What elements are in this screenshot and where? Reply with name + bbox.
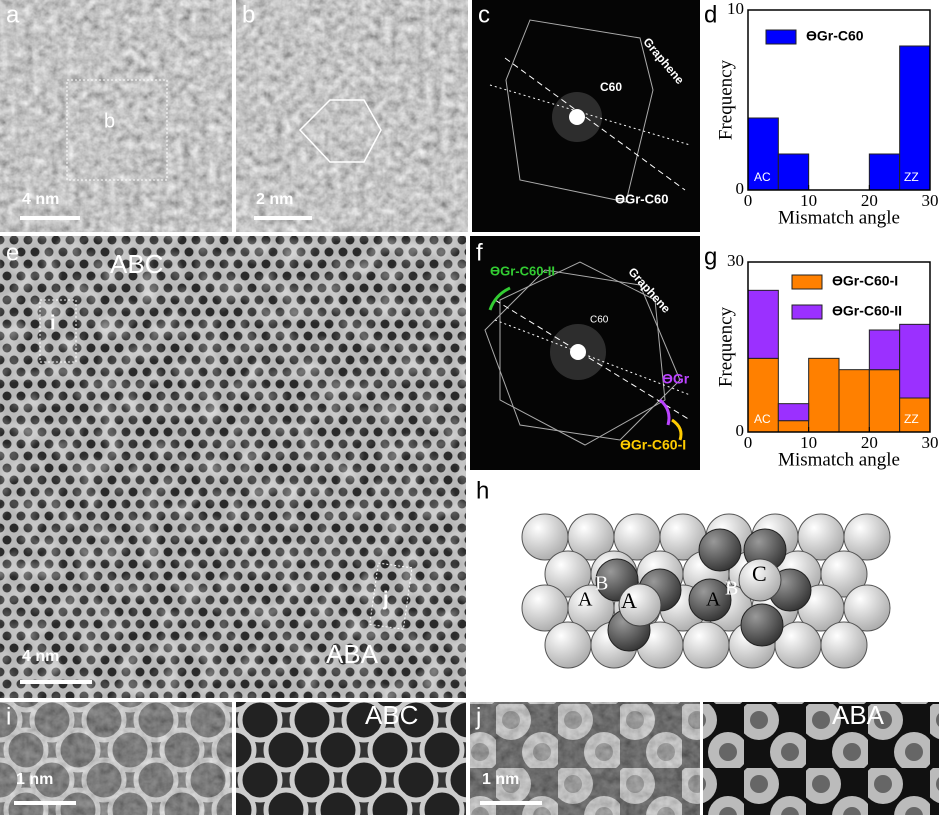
scale-label: 4 nm <box>22 191 59 208</box>
annotation: AC <box>754 412 771 426</box>
image-label: b <box>104 110 115 132</box>
panel-label: c <box>478 1 490 28</box>
panel-label: f <box>476 239 483 266</box>
image-label: ABA <box>832 700 885 730</box>
sphere <box>683 622 729 668</box>
sphere-dark <box>699 529 741 571</box>
bar <box>869 154 899 190</box>
site-label: B <box>595 573 608 595</box>
sphere <box>821 622 867 668</box>
image-label: ABC <box>365 700 418 730</box>
fft-center <box>570 344 586 360</box>
legend-swatch <box>792 305 822 319</box>
legend-label: ϴGr-C60-I <box>832 273 898 289</box>
panel-label: g <box>704 243 717 270</box>
figure: a b 4 nm b 2 nm c Graphene C60 ϴGr-C60 e… <box>0 0 939 815</box>
image-label: ABA <box>326 639 379 669</box>
x-axis-label: Mismatch angle <box>778 207 900 228</box>
legend-label: ϴGr-C60-II <box>832 303 902 319</box>
image-label: ϴGr-C60 <box>615 191 668 206</box>
image-e-overlay <box>0 236 466 698</box>
x-tick-label: 0 <box>744 191 753 210</box>
bar <box>778 404 808 421</box>
image-label: ϴGr-C60-I <box>620 437 686 453</box>
site-label: A <box>578 589 593 611</box>
image-i-noise <box>0 702 232 815</box>
image-j-noise <box>470 702 700 815</box>
site-label: C <box>752 561 767 586</box>
image-label: i <box>50 312 56 334</box>
bar <box>778 421 808 432</box>
y-tick-label: 10 <box>727 0 744 18</box>
sphere <box>545 622 591 668</box>
bar <box>748 290 778 358</box>
panel-label: b <box>242 1 255 28</box>
x-tick-label: 30 <box>922 433 939 452</box>
image-j-sim <box>703 702 939 815</box>
site-label: B <box>725 578 738 600</box>
site-label: A <box>621 588 637 613</box>
y-tick-label: 0 <box>736 421 745 440</box>
x-tick-label: 0 <box>744 433 753 452</box>
sphere-dark <box>741 604 783 646</box>
bar <box>900 46 930 190</box>
legend-swatch <box>766 30 796 44</box>
scale-label: 1 nm <box>16 771 53 788</box>
scale-label: 1 nm <box>482 771 519 788</box>
scale-label: 2 nm <box>256 191 293 208</box>
annotation: AC <box>754 170 771 184</box>
bar <box>809 358 839 432</box>
image-label: ϴGr <box>662 371 690 387</box>
bar <box>869 370 899 432</box>
x-tick-label: 30 <box>922 191 939 210</box>
image-i-sim <box>236 702 466 815</box>
panel-label: d <box>704 1 717 28</box>
annotation: ZZ <box>904 412 919 426</box>
scale-label: 4 nm <box>22 648 59 665</box>
y-axis-label: Frequency <box>715 59 736 140</box>
x-axis-label: Mismatch angle <box>778 449 900 470</box>
y-axis-label: Frequency <box>715 306 736 387</box>
y-tick-label: 30 <box>727 251 744 270</box>
bar <box>778 154 808 190</box>
annotation: ZZ <box>904 170 919 184</box>
image-label: ϴGr-C60-II <box>490 263 555 278</box>
image-label: C60 <box>600 80 622 94</box>
bar <box>839 370 869 432</box>
legend-swatch <box>792 275 822 289</box>
panel-label: a <box>6 1 20 28</box>
bar <box>869 330 899 370</box>
image-label: ABC <box>110 249 163 279</box>
bar <box>900 324 930 398</box>
y-tick-label: 0 <box>736 179 745 198</box>
image-label: C60 <box>590 315 609 326</box>
legend-label: ϴGr-C60 <box>806 28 864 44</box>
image-label: j <box>382 588 389 610</box>
panel-label: j <box>475 703 481 730</box>
panel-label: h <box>476 477 489 504</box>
panel-label: i <box>6 703 11 730</box>
site-label: A <box>706 589 721 611</box>
panel-label: e <box>6 239 19 266</box>
